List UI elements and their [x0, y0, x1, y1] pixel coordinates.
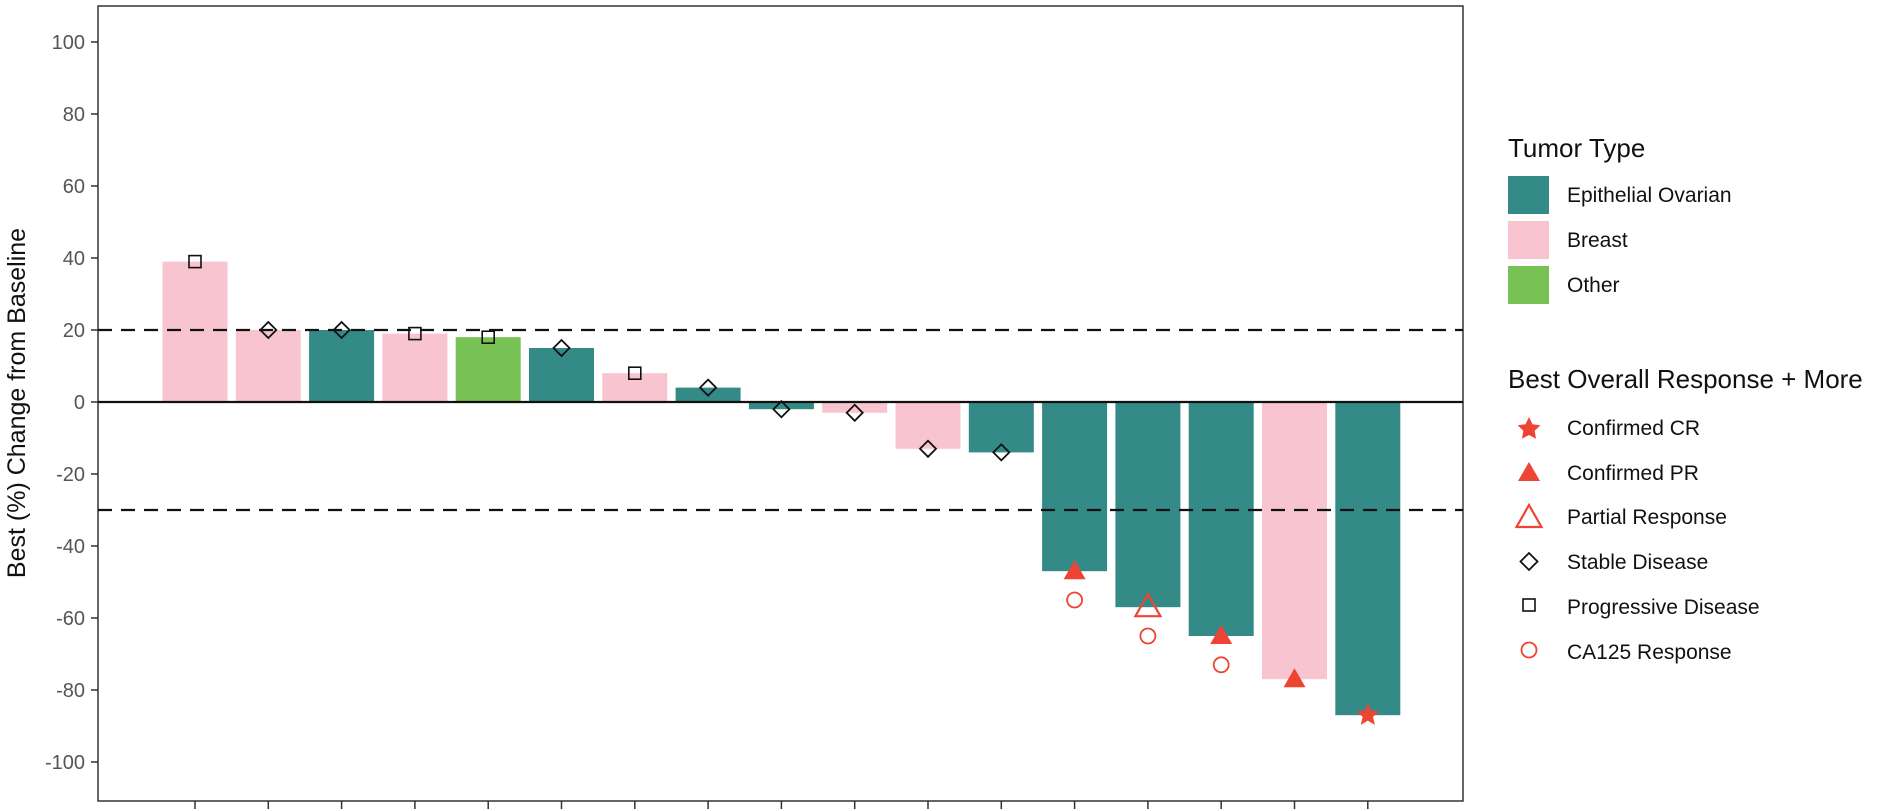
- bar: [822, 402, 888, 413]
- bar: [1335, 402, 1401, 716]
- bar: [235, 330, 301, 402]
- x-axis: [194, 801, 1369, 809]
- y-tick-label: -80: [56, 680, 85, 702]
- progressive-disease-marker: [481, 330, 496, 345]
- bar: [748, 402, 814, 410]
- stable-disease-marker: [332, 320, 351, 340]
- y-tick-label: 80: [63, 104, 85, 126]
- stable-disease-marker: [918, 439, 938, 459]
- legend-label-ca125-response: CA125 Response: [1567, 641, 1732, 664]
- y-tick-label: 60: [63, 176, 85, 198]
- y-axis: 100 80 60 40 20 0 -20 -40 -60 -80 -100: [45, 32, 98, 774]
- partial-response-marker: [1133, 591, 1163, 618]
- confirmed-pr-marker: [1210, 625, 1233, 644]
- legend-square-icon: [1522, 598, 1536, 612]
- bar: [455, 337, 521, 402]
- y-axis-title: Best (%) Change from Baseline: [3, 228, 31, 578]
- bar: [1042, 402, 1108, 572]
- bar: [382, 333, 448, 402]
- legend-label-confirmed-cr: Confirmed CR: [1567, 417, 1700, 440]
- y-tick-label: -20: [56, 464, 85, 486]
- legend-diamond-icon: [1519, 551, 1539, 572]
- stable-disease-marker: [992, 443, 1011, 462]
- stable-disease-marker: [698, 378, 718, 397]
- y-tick-label: 0: [74, 392, 85, 414]
- bar: [1115, 402, 1181, 608]
- ca125-response-marker: [1066, 591, 1083, 609]
- progressive-disease-marker: [188, 254, 202, 269]
- legend-label-partial-response: Partial Response: [1567, 506, 1727, 529]
- legend-star-icon: [1517, 417, 1541, 439]
- legend-open-triangle-icon: [1514, 502, 1544, 529]
- legend-label-epithelial-ovarian: Epithelial Ovarian: [1567, 184, 1732, 207]
- stable-disease-marker: [845, 403, 864, 423]
- y-tick-label: -100: [45, 752, 85, 774]
- bars: [162, 261, 1401, 716]
- confirmed-cr-marker: [1356, 703, 1380, 725]
- legend-swatch-breast: [1508, 221, 1549, 259]
- bar: [1262, 402, 1327, 680]
- confirmed-pr-marker: [1063, 560, 1086, 580]
- y-tick-label: -60: [56, 608, 85, 630]
- bar: [162, 261, 228, 402]
- legend-response-title: Best Overall Response + More: [1508, 364, 1863, 394]
- ca125-response-marker: [1139, 627, 1157, 645]
- legend-label-breast: Breast: [1567, 229, 1628, 252]
- stable-disease-marker: [552, 338, 571, 358]
- legend-tumor-type-title: Tumor Type: [1508, 133, 1645, 163]
- legend-label-stable-disease: Stable Disease: [1567, 551, 1708, 574]
- legend-swatch-other: [1508, 266, 1549, 304]
- legend-label-other: Other: [1567, 274, 1620, 297]
- response-markers: [188, 254, 1380, 725]
- ca125-response-marker: [1212, 656, 1230, 674]
- bar: [1188, 402, 1254, 636]
- legend-circle-icon: [1520, 641, 1538, 659]
- legend-label-progressive-disease: Progressive Disease: [1567, 596, 1760, 619]
- progressive-disease-marker: [408, 326, 422, 341]
- legend-response: Best Overall Response + More Confirmed C…: [1508, 364, 1863, 664]
- y-tick-label: 100: [52, 32, 85, 54]
- stable-disease-marker: [772, 399, 791, 419]
- legend-filled-triangle-icon: [1518, 462, 1540, 481]
- y-tick-label: 40: [63, 248, 85, 270]
- legend-tumor-type: Tumor Type Epithelial Ovarian Breast Oth…: [1508, 133, 1732, 304]
- bar: [309, 330, 375, 402]
- progressive-disease-marker: [627, 366, 642, 381]
- bar: [602, 373, 668, 402]
- confirmed-pr-marker: [1283, 668, 1306, 688]
- y-tick-label: 20: [63, 320, 85, 342]
- legend-label-confirmed-pr: Confirmed PR: [1567, 462, 1699, 485]
- stable-disease-marker: [259, 320, 278, 340]
- y-tick-label: -40: [56, 536, 85, 558]
- legend-swatch-epithelial-ovarian: [1508, 176, 1549, 214]
